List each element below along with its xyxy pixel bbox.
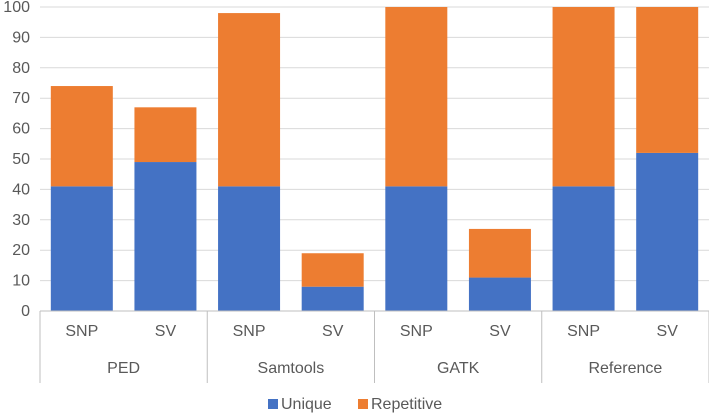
legend-swatch-unique: [268, 399, 278, 409]
bar-repetitive-6: [552, 7, 615, 187]
bar-repetitive-0: [50, 86, 113, 187]
bar-repetitive-7: [636, 7, 699, 153]
legend: Unique Repetitive: [268, 396, 442, 413]
y-tick-label: 10: [12, 273, 30, 290]
bar-repetitive-5: [468, 228, 531, 278]
bar-repetitive-1: [134, 107, 197, 163]
y-tick-label: 80: [12, 60, 30, 77]
x-category-label: SV: [489, 323, 511, 340]
bar-unique-5: [468, 277, 531, 311]
x-group-label: GATK: [437, 360, 480, 377]
y-tick-label: 0: [21, 303, 30, 320]
x-category-label: SV: [657, 323, 679, 340]
x-category-label: SNP: [65, 323, 98, 340]
x-category-label: SNP: [567, 323, 600, 340]
x-category-label: SV: [155, 323, 177, 340]
y-tick-label: 90: [12, 29, 30, 46]
x-group-label: Reference: [588, 360, 662, 377]
y-tick-label: 20: [12, 242, 30, 259]
y-tick-label: 40: [12, 181, 30, 198]
x-category-label: SV: [322, 323, 344, 340]
y-tick-label: 100: [3, 0, 30, 16]
x-group-label: Samtools: [258, 360, 325, 377]
bar-repetitive-3: [301, 253, 364, 287]
bar-unique-6: [552, 186, 615, 311]
y-tick-label: 50: [12, 151, 30, 168]
bar-unique-2: [218, 186, 281, 311]
legend-label-unique: Unique: [281, 396, 332, 413]
bars: [50, 7, 699, 311]
bar-repetitive-4: [385, 7, 448, 187]
x-group-label: PED: [107, 360, 140, 377]
bar-repetitive-2: [218, 13, 281, 187]
x-category-label: SNP: [400, 323, 433, 340]
y-tick-label: 60: [12, 121, 30, 138]
y-axis-ticks: 0 10 20 30 40 50 60 70 80 90 100: [3, 0, 30, 320]
bar-unique-0: [50, 186, 113, 311]
bar-unique-3: [301, 286, 364, 311]
x-category-label: SNP: [233, 323, 266, 340]
legend-label-repetitive: Repetitive: [371, 396, 442, 413]
bar-unique-1: [134, 162, 197, 311]
y-tick-label: 30: [12, 212, 30, 229]
bar-unique-4: [385, 186, 448, 311]
bar-unique-7: [636, 152, 699, 311]
x-axis: SNP SV SNP SV SNP SV SNP SV PED Samtools GATK Refer…: [39, 310, 709, 383]
legend-swatch-repetitive: [358, 399, 368, 409]
y-tick-label: 70: [12, 90, 30, 107]
